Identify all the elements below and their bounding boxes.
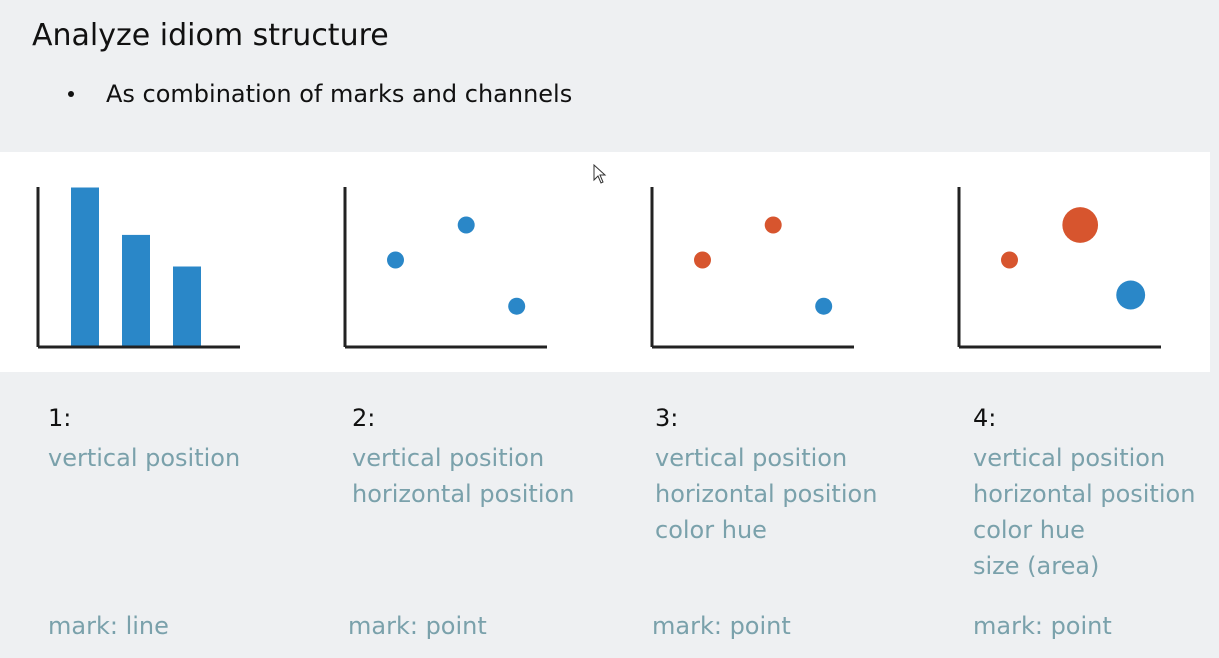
bullet-text: As combination of marks and channels xyxy=(106,80,573,108)
channel-label: size (area) xyxy=(973,552,1100,580)
example-2-number: 2: xyxy=(352,404,376,432)
bullet-item: As combination of marks and channels xyxy=(68,80,572,108)
point-mark xyxy=(815,297,833,315)
channel-label: horizontal position xyxy=(973,480,1196,508)
example-3-labels: 3: vertical position horizontal position… xyxy=(655,404,877,548)
examples-charts xyxy=(36,187,1161,349)
slide-title: Analyze idiom structure xyxy=(32,18,389,53)
example-2-channels: vertical position horizontal position xyxy=(352,440,574,512)
mouse-cursor-icon xyxy=(593,164,607,184)
point-mark xyxy=(1062,207,1099,243)
channel-label: color hue xyxy=(973,516,1085,544)
examples-panel xyxy=(0,152,1210,372)
bullet-dot-icon xyxy=(68,91,74,97)
channel-label: horizontal position xyxy=(655,480,878,508)
example-1-mark: mark: line xyxy=(48,612,169,640)
example-1-channels: vertical position xyxy=(48,440,240,476)
point-mark xyxy=(1001,251,1018,269)
example-4-number: 4: xyxy=(973,404,997,432)
point-mark xyxy=(457,216,475,234)
example-4-channels: vertical position horizontal position co… xyxy=(973,440,1195,584)
point-mark xyxy=(694,251,711,269)
point-mark xyxy=(508,297,526,315)
bar-mark xyxy=(71,187,99,346)
point-mark xyxy=(764,216,782,234)
point-mark xyxy=(387,251,404,269)
example-3-number: 3: xyxy=(655,404,679,432)
example-1-number: 1: xyxy=(48,404,72,432)
example-4-labels: 4: vertical position horizontal position… xyxy=(973,404,1195,584)
example-2-mark: mark: point xyxy=(348,612,487,640)
channel-label: horizontal position xyxy=(352,480,575,508)
channel-label: color hue xyxy=(655,516,767,544)
channel-label: vertical position xyxy=(48,444,241,472)
example-1-labels: 1: vertical position xyxy=(48,404,240,476)
channel-label: vertical position xyxy=(352,444,545,472)
example-4-mark: mark: point xyxy=(973,612,1112,640)
example-2-labels: 2: vertical position horizontal position xyxy=(352,404,574,512)
point-mark xyxy=(1116,280,1146,310)
example-3-channels: vertical position horizontal position co… xyxy=(655,440,877,548)
channel-label: vertical position xyxy=(973,444,1166,472)
bar-mark xyxy=(122,234,150,346)
channel-label: vertical position xyxy=(655,444,848,472)
example-3-mark: mark: point xyxy=(652,612,791,640)
bar-mark xyxy=(173,266,201,346)
